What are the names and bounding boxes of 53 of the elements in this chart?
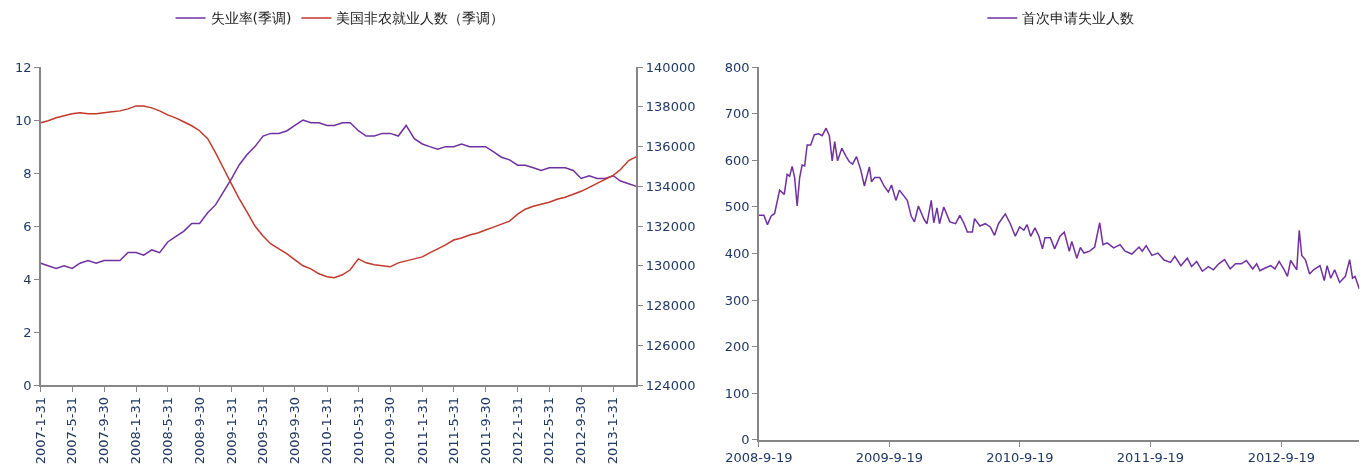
y-tick-label: 400	[724, 246, 750, 262]
y-tick-label: 700	[724, 106, 750, 122]
y-tick-label: 100	[724, 385, 750, 401]
y2-tick-label: 124000	[645, 377, 696, 393]
legend-label: 首次申请失业人数	[1022, 10, 1135, 27]
x-tick-label: 2007-5-31	[64, 396, 80, 465]
y-tick-label: 12	[14, 59, 32, 75]
y2-tick-label: 138000	[645, 99, 696, 115]
y-tick-label: 0	[741, 432, 750, 448]
y-tick-label: 4	[23, 271, 32, 287]
x-tick-label: 2012-1-31	[509, 396, 525, 465]
x-tick-label: 2012-9-30	[573, 396, 589, 465]
x-tick-label: 2007-1-31	[33, 396, 49, 465]
x-tick-label: 2012-5-31	[541, 396, 557, 465]
x-tick-label: 2008-1-31	[128, 396, 144, 465]
x-tick-label: 2010-9-30	[382, 396, 398, 465]
x-tick-label: 2012-9-19	[1247, 450, 1315, 466]
y2-tick-label: 132000	[645, 218, 696, 234]
y2-tick-label: 134000	[645, 178, 696, 194]
y-tick-label: 0	[23, 377, 32, 393]
line-series	[758, 127, 1360, 290]
x-tick-label: 2007-9-30	[96, 396, 112, 465]
x-tick-label: 2010-9-19	[986, 450, 1054, 466]
y2-tick-label: 130000	[645, 258, 696, 274]
x-tick-label: 2009-5-31	[255, 396, 271, 465]
y-tick-label: 300	[724, 292, 750, 308]
x-tick-label: 2010-5-31	[350, 396, 366, 465]
x-tick-label: 2008-9-30	[191, 396, 207, 465]
x-tick-label: 2013-1-31	[605, 396, 621, 465]
x-tick-label: 2009-9-19	[855, 450, 924, 466]
y-tick-label: 8	[23, 165, 32, 181]
y-tick-label: 6	[23, 218, 32, 234]
y-tick-label: 800	[724, 59, 750, 75]
x-tick-label: 2011-9-30	[477, 396, 493, 465]
y-tick-label: 10	[14, 112, 32, 128]
y-tick-label: 600	[724, 152, 750, 168]
legend-label: 失业率(季调)	[210, 10, 292, 27]
x-tick-label: 2011-5-31	[445, 396, 461, 465]
y-tick-label: 500	[724, 199, 750, 215]
x-tick-label: 2009-1-31	[223, 396, 239, 465]
x-tick-label: 2011-9-19	[1116, 450, 1185, 466]
y2-tick-label: 128000	[645, 298, 696, 314]
x-tick-label: 2009-9-30	[287, 396, 303, 465]
y-tick-label: 2	[23, 324, 32, 340]
x-tick-label: 2011-1-31	[414, 396, 430, 465]
x-tick-label: 2008-9-19	[725, 450, 793, 466]
y2-tick-label: 136000	[645, 139, 696, 155]
y-tick-label: 200	[724, 339, 750, 355]
x-tick-label: 2008-5-31	[159, 396, 175, 465]
legend-label: 美国非农就业人数（季调）	[336, 10, 505, 27]
y2-tick-label: 140000	[645, 59, 696, 75]
y2-tick-label: 126000	[645, 337, 696, 353]
x-tick-label: 2010-1-31	[319, 396, 335, 465]
